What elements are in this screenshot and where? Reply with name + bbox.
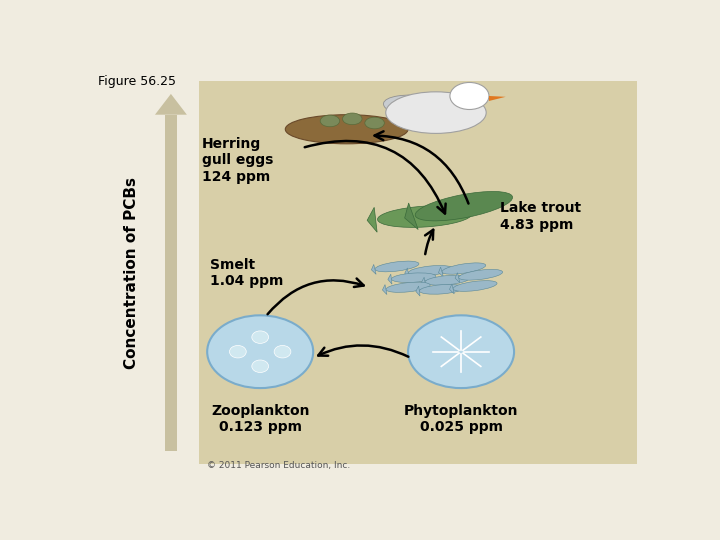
Ellipse shape	[408, 315, 514, 388]
Text: © 2011 Pearson Education, Inc.: © 2011 Pearson Education, Inc.	[207, 461, 351, 470]
Ellipse shape	[320, 115, 340, 127]
Circle shape	[252, 360, 269, 373]
Bar	[165, 114, 177, 451]
Polygon shape	[438, 267, 444, 277]
Ellipse shape	[450, 83, 489, 110]
Ellipse shape	[425, 275, 469, 285]
Ellipse shape	[343, 113, 362, 125]
Circle shape	[230, 346, 246, 358]
Text: Smelt
1.04 ppm: Smelt 1.04 ppm	[210, 258, 284, 288]
Polygon shape	[415, 286, 420, 296]
Ellipse shape	[459, 269, 503, 280]
Text: Concentration of PCBs: Concentration of PCBs	[125, 177, 140, 369]
Polygon shape	[455, 273, 460, 282]
Text: Figure 56.25: Figure 56.25	[99, 75, 176, 88]
Ellipse shape	[377, 206, 472, 227]
Text: Phytoplankton
0.025 ppm: Phytoplankton 0.025 ppm	[404, 404, 518, 434]
Ellipse shape	[386, 282, 430, 292]
Polygon shape	[367, 207, 377, 232]
Text: Lake trout
4.83 ppm: Lake trout 4.83 ppm	[500, 201, 581, 232]
Polygon shape	[449, 284, 454, 294]
Ellipse shape	[392, 273, 436, 282]
Circle shape	[252, 331, 269, 343]
Ellipse shape	[419, 285, 464, 294]
Ellipse shape	[386, 92, 486, 133]
Polygon shape	[388, 274, 392, 284]
Text: Herring
gull eggs
124 ppm: Herring gull eggs 124 ppm	[202, 137, 273, 184]
Ellipse shape	[207, 315, 313, 388]
Text: Zooplankton
0.123 ppm: Zooplankton 0.123 ppm	[211, 404, 310, 434]
Ellipse shape	[408, 266, 452, 276]
Ellipse shape	[415, 192, 513, 221]
Ellipse shape	[365, 117, 384, 129]
Polygon shape	[382, 285, 387, 294]
Polygon shape	[405, 268, 409, 278]
Polygon shape	[405, 203, 418, 230]
FancyArrow shape	[155, 94, 187, 114]
Polygon shape	[421, 277, 426, 287]
Polygon shape	[489, 96, 505, 101]
Circle shape	[274, 346, 291, 358]
Ellipse shape	[285, 114, 408, 144]
Ellipse shape	[453, 281, 497, 292]
Ellipse shape	[442, 263, 486, 274]
Bar	[199, 82, 636, 464]
Ellipse shape	[384, 95, 466, 122]
Ellipse shape	[375, 261, 419, 272]
Polygon shape	[372, 265, 376, 274]
